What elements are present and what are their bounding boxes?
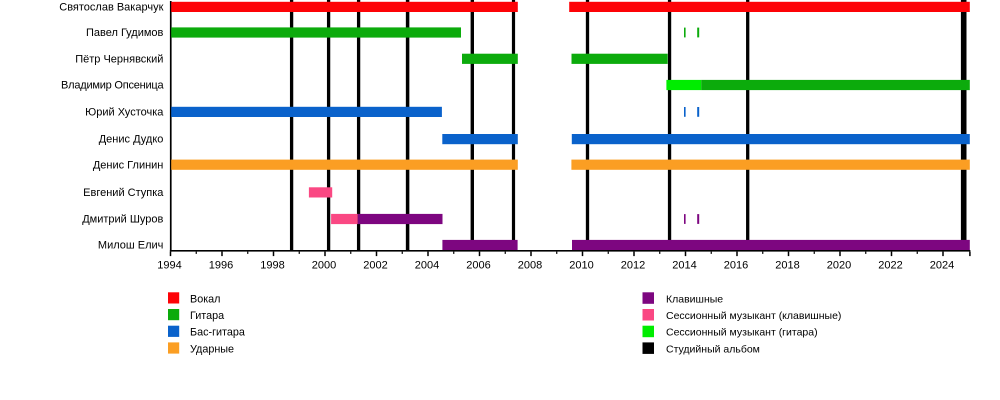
svg-text:1996: 1996 — [209, 260, 233, 272]
svg-text:Евгений Ступка: Евгений Ступка — [83, 187, 164, 199]
svg-text:2006: 2006 — [466, 260, 490, 272]
svg-text:Юрий Хусточка: Юрий Хусточка — [85, 107, 164, 119]
svg-text:Святослав Вакарчук: Святослав Вакарчук — [59, 2, 163, 14]
svg-text:Сессионный музыкант (клавишные: Сессионный музыкант (клавишные) — [666, 310, 841, 322]
svg-text:Гитара: Гитара — [190, 310, 224, 322]
svg-text:2020: 2020 — [827, 260, 851, 272]
svg-text:Денис Глинин: Денис Глинин — [93, 159, 164, 171]
svg-text:2000: 2000 — [312, 260, 336, 272]
svg-text:Денис Дудко: Денис Дудко — [99, 134, 164, 146]
svg-text:Дмитрий Шуров: Дмитрий Шуров — [82, 214, 163, 226]
svg-text:Клавишные: Клавишные — [666, 293, 723, 305]
svg-text:2014: 2014 — [672, 260, 696, 272]
svg-text:2004: 2004 — [415, 260, 439, 272]
svg-text:2016: 2016 — [724, 260, 748, 272]
svg-text:Пётр Чернявский: Пётр Чернявский — [75, 53, 163, 65]
svg-text:Владимир Опсеница: Владимир Опсеница — [61, 80, 164, 92]
svg-text:Сессионный музыкант (гитара): Сессионный музыкант (гитара) — [666, 327, 818, 339]
svg-text:Студийный альбом: Студийный альбом — [666, 343, 760, 355]
svg-text:Вокал: Вокал — [190, 293, 220, 305]
svg-text:2008: 2008 — [518, 260, 542, 272]
svg-text:1998: 1998 — [260, 260, 284, 272]
svg-text:1994: 1994 — [157, 260, 181, 272]
svg-text:Милош Елич: Милош Елич — [98, 240, 163, 252]
svg-text:Бас-гитара: Бас-гитара — [190, 327, 245, 339]
svg-text:2018: 2018 — [775, 260, 799, 272]
svg-text:Павел Гудимов: Павел Гудимов — [86, 27, 164, 39]
svg-text:Ударные: Ударные — [190, 343, 234, 355]
svg-text:2022: 2022 — [878, 260, 902, 272]
svg-text:2010: 2010 — [569, 260, 593, 272]
svg-text:2012: 2012 — [621, 260, 645, 272]
svg-text:2002: 2002 — [363, 260, 387, 272]
svg-text:2024: 2024 — [930, 260, 954, 272]
